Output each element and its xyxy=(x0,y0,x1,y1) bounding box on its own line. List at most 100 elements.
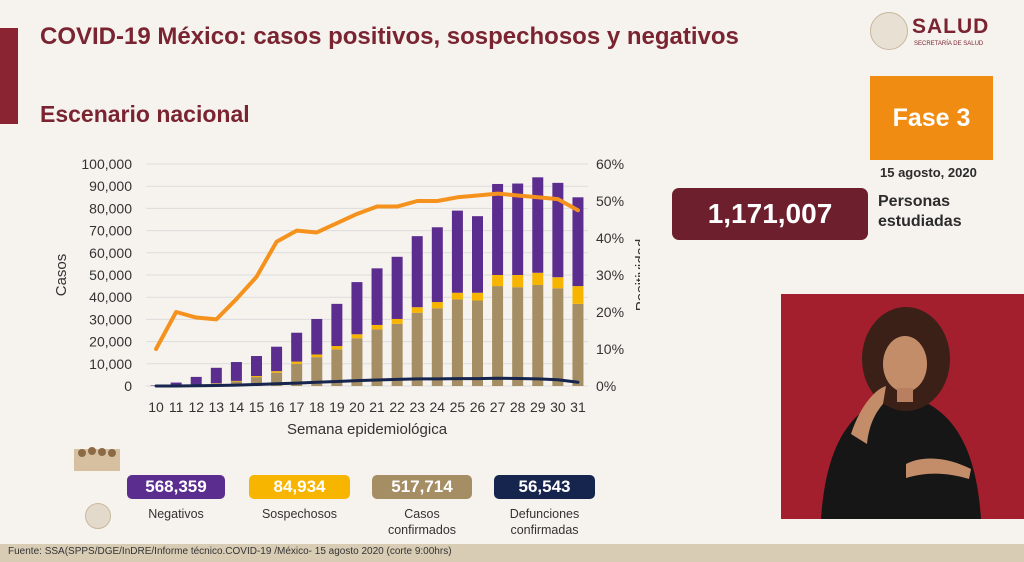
y-tick-label: 40,000 xyxy=(89,289,132,305)
people-studied-label: Personas estudiadas xyxy=(878,193,962,230)
suspects-bar xyxy=(472,292,483,301)
negatives-bar xyxy=(190,376,202,385)
x-axis-title: Semana epidemiológica xyxy=(287,421,448,438)
confirmed-bar xyxy=(492,286,504,386)
suspects-bar xyxy=(451,292,463,300)
weekly-cases-chart: 0 10,000 20,000 30,000 40,000 50,000 60,000 70,… xyxy=(53,156,640,438)
x-tick-label: 22 xyxy=(389,399,405,415)
suspects-bar xyxy=(512,275,524,288)
negatives-bar xyxy=(532,177,544,273)
confirmed-bar xyxy=(351,338,363,386)
confirmed-bar xyxy=(572,303,584,386)
kpi-confirmed-value: 517,714 xyxy=(372,475,472,499)
x-tick-label: 27 xyxy=(490,399,506,415)
x-tick-label: 14 xyxy=(229,399,245,415)
suspects-bar xyxy=(251,376,262,378)
salud-logo-subtitle: SECRETARÍA DE SALUD xyxy=(914,41,984,47)
y-tick-label: 100,000 xyxy=(81,156,132,172)
phase-badge: Fase 3 xyxy=(870,76,993,160)
y2-tick-label: 40% xyxy=(596,230,624,246)
kpi-suspects-value: 84,934 xyxy=(249,475,350,499)
x-tick-label: 24 xyxy=(430,399,446,415)
y2-tick-label: 0% xyxy=(596,378,616,394)
x-tick-label: 12 xyxy=(188,399,204,415)
negatives-bar xyxy=(311,318,323,355)
suspects-bar xyxy=(371,324,383,330)
confirmed-bar xyxy=(271,372,283,386)
report-date: 15 agosto, 2020 xyxy=(880,165,977,180)
y2-tick-label: 20% xyxy=(596,304,624,320)
kpi-confirmed-label: Casos confirmados xyxy=(387,507,457,537)
suspects-bar xyxy=(411,307,423,313)
y-axis-title: Casos xyxy=(53,254,70,297)
confirmed-bar xyxy=(552,288,564,386)
kpi-deaths-value: 56,543 xyxy=(494,475,595,499)
suspects-bar xyxy=(431,302,443,309)
suspects-bar xyxy=(572,286,584,304)
negatives-bar xyxy=(472,216,483,293)
y-tick-label: 70,000 xyxy=(89,223,132,239)
confirmed-bar xyxy=(472,300,483,386)
negatives-bar xyxy=(271,346,283,372)
confirmed-bar xyxy=(451,299,463,386)
y-tick-label: 0 xyxy=(124,378,132,394)
kpi-negatives-label: Negativos xyxy=(148,507,204,521)
negatives-bar xyxy=(431,227,443,303)
negatives-bar xyxy=(230,362,242,381)
kpi-negatives-value: 568,359 xyxy=(127,475,225,499)
suspects-bar xyxy=(311,354,323,358)
y2-tick-label: 30% xyxy=(596,267,624,283)
x-tick-label: 30 xyxy=(550,399,566,415)
x-tick-label: 15 xyxy=(249,399,265,415)
left-accent-bar xyxy=(0,28,18,124)
negatives-bar xyxy=(170,382,182,386)
negatives-bar xyxy=(251,356,262,377)
suspects-bar xyxy=(552,277,564,289)
x-tick-label: 11 xyxy=(169,399,184,415)
y-tick-label: 60,000 xyxy=(89,245,132,261)
national-seal-icon xyxy=(85,503,111,529)
y-tick-label: 90,000 xyxy=(89,178,132,194)
x-tick-label: 26 xyxy=(470,399,486,415)
confirmed-bar xyxy=(532,284,544,386)
negatives-bar xyxy=(492,183,504,275)
y2-tick-label: 10% xyxy=(596,341,624,357)
suspects-bar xyxy=(492,275,504,287)
confirmed-bar xyxy=(431,308,443,386)
confirmed-bar xyxy=(391,323,403,386)
salud-emblem-icon xyxy=(870,12,908,50)
negatives-bar xyxy=(411,236,423,308)
x-tick-label: 10 xyxy=(148,399,164,415)
negatives-bar xyxy=(451,210,463,293)
heroes-emblem-icon xyxy=(74,447,120,471)
suspects-bar xyxy=(230,380,242,382)
x-tick-label: 31 xyxy=(570,399,586,415)
y2-tick-label: 60% xyxy=(596,156,624,172)
x-tick-label: 19 xyxy=(329,399,345,415)
x-tick-label: 20 xyxy=(349,399,365,415)
confirmed-bar xyxy=(291,363,303,386)
negatives-bar xyxy=(391,256,403,319)
page-title: COVID-19 México: casos positivos, sospec… xyxy=(40,23,739,50)
suspects-bar xyxy=(351,334,363,339)
sign-language-interpreter-video xyxy=(781,294,1024,519)
confirmed-bar xyxy=(512,287,524,386)
y2-axis-title: Positividad xyxy=(633,239,640,312)
section-subtitle: Escenario nacional xyxy=(40,101,250,127)
y-tick-label: 50,000 xyxy=(89,267,132,283)
negatives-bar xyxy=(371,268,383,325)
confirmed-bar xyxy=(411,312,423,386)
confirmed-bar xyxy=(311,357,323,386)
x-tick-label: 29 xyxy=(530,399,546,415)
x-tick-label: 28 xyxy=(510,399,526,415)
x-tick-label: 21 xyxy=(369,399,385,415)
x-tick-label: 13 xyxy=(209,399,225,415)
source-note: Fuente: SSA(SPPS/DGE/InDRE/Informe técni… xyxy=(8,546,452,557)
y-tick-label: 20,000 xyxy=(89,334,132,350)
positivity-line xyxy=(154,191,580,351)
negatives-bar xyxy=(552,182,564,278)
suspects-bar xyxy=(391,318,403,324)
salud-logo-name: SALUD xyxy=(912,15,990,38)
suspects-bar xyxy=(291,361,303,364)
y-tick-label: 80,000 xyxy=(89,200,132,216)
